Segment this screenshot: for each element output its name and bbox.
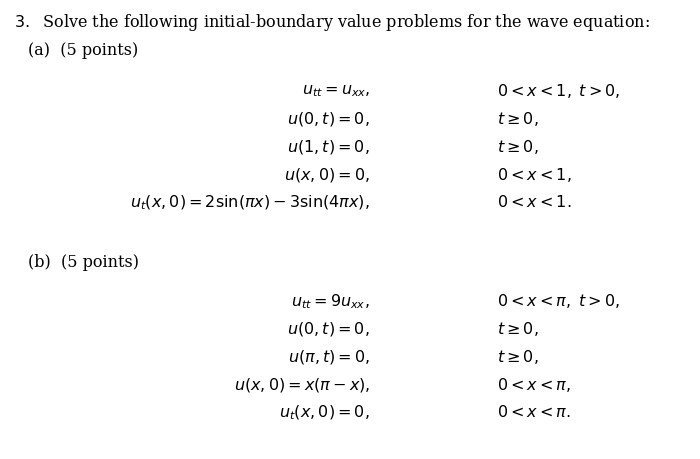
Text: $u(1,t) = 0,$: $u(1,t) = 0,$ (288, 138, 370, 156)
Text: $u(x,0) = 0,$: $u(x,0) = 0,$ (284, 166, 370, 184)
Text: $0 < x < \pi,$: $0 < x < \pi,$ (497, 375, 571, 393)
Text: $t \geq 0,$: $t \geq 0,$ (497, 347, 538, 365)
Text: $t \geq 0,$: $t \geq 0,$ (497, 319, 538, 337)
Text: $0 < x < 1,\; t > 0,$: $0 < x < 1,\; t > 0,$ (497, 82, 620, 100)
Text: $u(0,t) = 0,$: $u(0,t) = 0,$ (288, 110, 370, 128)
Text: $t \geq 0,$: $t \geq 0,$ (497, 110, 538, 128)
Text: (b)  (5 points): (b) (5 points) (28, 253, 139, 270)
Text: $u(\pi,t) = 0,$: $u(\pi,t) = 0,$ (288, 347, 370, 365)
Text: $3.$  Solve the following initial-boundary value problems for the wave equation:: $3.$ Solve the following initial-boundar… (14, 12, 650, 33)
Text: $u_{tt} = 9u_{xx},$: $u_{tt} = 9u_{xx},$ (291, 291, 370, 310)
Text: $0 < x < \pi,\; t > 0,$: $0 < x < \pi,\; t > 0,$ (497, 291, 620, 309)
Text: $u(0,t) = 0,$: $u(0,t) = 0,$ (288, 319, 370, 337)
Text: $0 < x < \pi.$: $0 < x < \pi.$ (497, 403, 571, 420)
Text: $u_{tt} = u_{xx},$: $u_{tt} = u_{xx},$ (302, 82, 370, 99)
Text: $u_t(x,0) = 2\sin(\pi x) - 3\sin(4\pi x),$: $u_t(x,0) = 2\sin(\pi x) - 3\sin(4\pi x)… (130, 194, 370, 212)
Text: $0 < x < 1,$: $0 < x < 1,$ (497, 166, 572, 184)
Text: $u(x,0) = x(\pi - x),$: $u(x,0) = x(\pi - x),$ (234, 375, 370, 393)
Text: $u_t(x,0) = 0,$: $u_t(x,0) = 0,$ (279, 403, 370, 421)
Text: $t \geq 0,$: $t \geq 0,$ (497, 138, 538, 156)
Text: $0 < x < 1.$: $0 < x < 1.$ (497, 194, 571, 211)
Text: (a)  (5 points): (a) (5 points) (28, 42, 139, 59)
